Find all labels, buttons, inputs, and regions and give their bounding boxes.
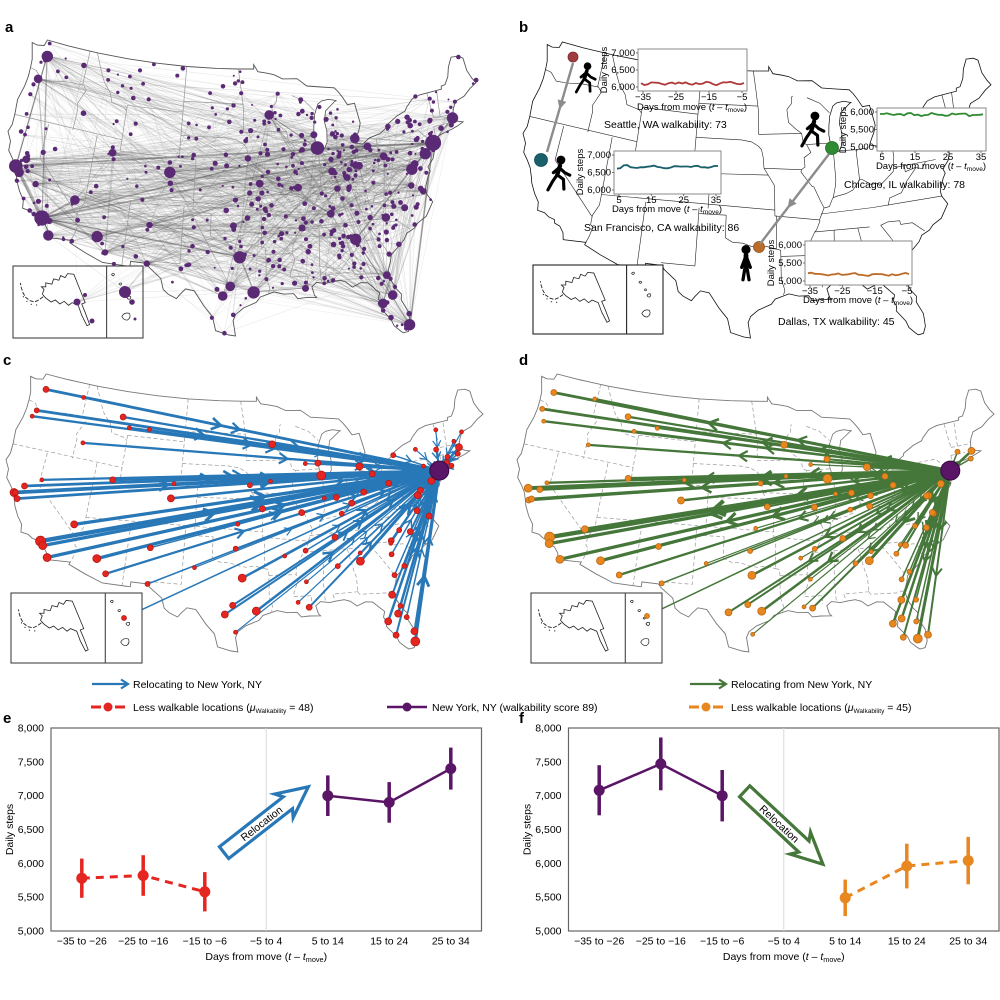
svg-text:Relocating from New York, NY: Relocating from New York, NY xyxy=(731,679,872,691)
svg-text:5,000: 5,000 xyxy=(778,276,802,287)
svg-text:15: 15 xyxy=(646,195,657,206)
svg-text:Chicago, IL walkability: 78: Chicago, IL walkability: 78 xyxy=(844,179,965,191)
svg-text:6,000: 6,000 xyxy=(611,82,635,93)
svg-text:−35 to −26: −35 to −26 xyxy=(57,936,107,948)
svg-text:6,500: 6,500 xyxy=(587,168,611,179)
svg-text:Less walkable locations (μWalk: Less walkable locations (μWalkability = … xyxy=(133,702,313,715)
svg-text:−25: −25 xyxy=(668,92,684,103)
svg-text:−35: −35 xyxy=(635,92,651,103)
svg-text:25: 25 xyxy=(943,152,954,163)
svg-text:−25: −25 xyxy=(834,286,850,297)
svg-text:6,000: 6,000 xyxy=(778,240,802,251)
svg-text:25: 25 xyxy=(678,195,689,206)
svg-text:6,500: 6,500 xyxy=(611,65,635,76)
svg-text:35: 35 xyxy=(711,195,722,206)
svg-text:5,500: 5,500 xyxy=(18,892,44,904)
svg-text:New York, NY (walkability scor: New York, NY (walkability score 89) xyxy=(432,702,598,714)
svg-text:6,000: 6,000 xyxy=(18,858,44,870)
svg-text:8,000: 8,000 xyxy=(18,723,44,735)
svg-text:6,000: 6,000 xyxy=(587,185,611,196)
svg-text:7,000: 7,000 xyxy=(611,48,635,59)
svg-text:25 to 34: 25 to 34 xyxy=(949,936,987,948)
svg-text:Less walkable locations (μWalk: Less walkable locations (μWalkability = … xyxy=(731,702,911,715)
svg-text:Days from move (t – tmove): Days from move (t – tmove) xyxy=(723,951,845,964)
svg-text:8,000: 8,000 xyxy=(535,723,561,735)
svg-text:e: e xyxy=(3,710,11,727)
svg-text:15 to 24: 15 to 24 xyxy=(888,936,926,948)
svg-text:San Francisco, CA walkability:: San Francisco, CA walkability: 86 xyxy=(584,222,739,234)
svg-text:6,000: 6,000 xyxy=(535,858,561,870)
svg-text:Dallas, TX walkability: 45: Dallas, TX walkability: 45 xyxy=(778,316,895,328)
svg-text:5 to 14: 5 to 14 xyxy=(829,936,861,948)
svg-text:Daily steps: Daily steps xyxy=(4,804,16,855)
svg-text:5 to 14: 5 to 14 xyxy=(312,936,344,948)
svg-text:Days from move (t – tmove): Days from move (t – tmove) xyxy=(876,161,986,173)
svg-text:d: d xyxy=(519,352,528,369)
svg-text:15 to 24: 15 to 24 xyxy=(370,936,408,948)
svg-text:7,000: 7,000 xyxy=(18,790,44,802)
svg-text:35: 35 xyxy=(976,152,987,163)
svg-text:f: f xyxy=(519,710,525,727)
svg-text:−5: −5 xyxy=(902,286,913,297)
svg-text:Days from move (t – tmove): Days from move (t – tmove) xyxy=(205,951,327,964)
svg-text:5: 5 xyxy=(616,195,621,206)
svg-text:c: c xyxy=(3,352,11,369)
svg-text:Daily steps: Daily steps xyxy=(599,47,610,94)
svg-text:−15: −15 xyxy=(701,92,717,103)
svg-text:5,500: 5,500 xyxy=(778,258,802,269)
svg-text:6,500: 6,500 xyxy=(18,824,44,836)
svg-text:6,000: 6,000 xyxy=(850,107,874,118)
svg-text:Seattle, WA walkability: 73: Seattle, WA walkability: 73 xyxy=(604,119,727,131)
svg-text:5,500: 5,500 xyxy=(535,892,561,904)
svg-text:Daily steps: Daily steps xyxy=(575,149,586,196)
svg-text:−15 to −6: −15 to −6 xyxy=(183,936,228,948)
svg-text:Daily steps: Daily steps xyxy=(838,107,849,154)
svg-text:Relocation: Relocation xyxy=(239,804,286,844)
svg-text:5,000: 5,000 xyxy=(535,926,561,938)
svg-text:−5 to 4: −5 to 4 xyxy=(768,936,801,948)
svg-text:7,500: 7,500 xyxy=(535,756,561,768)
svg-text:Days from move (t – tmove): Days from move (t – tmove) xyxy=(803,295,913,307)
svg-text:−15 to −6: −15 to −6 xyxy=(700,936,745,948)
svg-text:7,500: 7,500 xyxy=(18,756,44,768)
svg-text:−25 to −16: −25 to −16 xyxy=(636,936,686,948)
svg-text:5,000: 5,000 xyxy=(850,142,874,153)
svg-text:Days from move (t – tmove): Days from move (t – tmove) xyxy=(637,102,747,114)
svg-text:−25 to −16: −25 to −16 xyxy=(118,936,168,948)
svg-text:Daily steps: Daily steps xyxy=(522,804,534,855)
svg-text:Daily steps: Daily steps xyxy=(766,240,777,287)
svg-text:5,500: 5,500 xyxy=(850,125,874,136)
svg-text:a: a xyxy=(5,19,14,36)
svg-text:15: 15 xyxy=(910,152,921,163)
svg-text:7,000: 7,000 xyxy=(587,150,611,161)
svg-text:−5 to 4: −5 to 4 xyxy=(250,936,283,948)
svg-text:5: 5 xyxy=(879,152,884,163)
svg-text:−15: −15 xyxy=(867,286,883,297)
svg-text:Relocation: Relocation xyxy=(757,803,802,846)
svg-text:b: b xyxy=(519,19,528,36)
svg-text:Relocating to New York, NY: Relocating to New York, NY xyxy=(133,679,262,691)
svg-text:−35 to −26: −35 to −26 xyxy=(574,936,624,948)
svg-text:Days from move (t – tmove): Days from move (t – tmove) xyxy=(612,204,722,216)
svg-text:25 to 34: 25 to 34 xyxy=(432,936,470,948)
svg-text:−5: −5 xyxy=(737,92,748,103)
svg-text:6,500: 6,500 xyxy=(535,824,561,836)
svg-text:7,000: 7,000 xyxy=(535,790,561,802)
svg-text:5,000: 5,000 xyxy=(18,926,44,938)
svg-text:−35: −35 xyxy=(802,286,818,297)
